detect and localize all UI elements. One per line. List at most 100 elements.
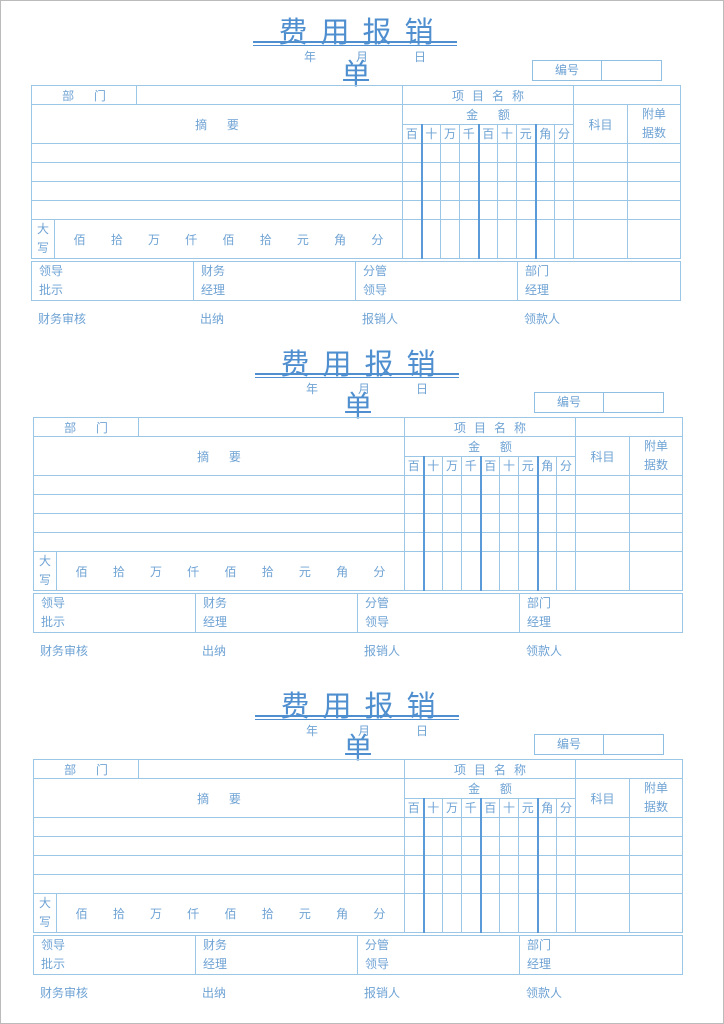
signature-cell[interactable]: 财务 经理 [195,593,358,633]
digit-cell[interactable] [534,181,555,201]
digit-cell[interactable] [461,836,481,856]
digit-cell[interactable] [461,893,481,933]
digit-cell[interactable] [404,475,424,495]
digit-cell[interactable] [442,532,462,552]
digit-cell[interactable] [556,513,576,533]
digit-cell[interactable] [477,181,498,201]
digit-cell[interactable] [516,181,536,201]
signature-cell[interactable]: 部门 经理 [519,935,683,975]
digit-cell[interactable] [402,181,422,201]
digit-cell[interactable] [440,143,460,163]
digit-cell[interactable] [556,855,576,875]
digit-cell[interactable] [442,494,462,514]
subject-field[interactable] [575,893,630,933]
signature-cell[interactable]: 财务 经理 [193,261,356,301]
capital-amount-field[interactable]: 佰拾万仟佰拾元角分 [56,551,405,591]
attachments-field[interactable] [629,532,683,552]
digit-cell[interactable] [420,162,441,182]
summary-field[interactable] [33,475,405,495]
summary-field[interactable] [31,200,403,220]
digit-cell[interactable] [556,874,576,894]
digit-cell[interactable] [422,817,443,837]
digit-cell[interactable] [442,513,462,533]
digit-cell[interactable] [499,836,519,856]
subject-field[interactable] [575,475,630,495]
digit-cell[interactable] [422,893,443,933]
digit-cell[interactable] [536,874,557,894]
digit-cell[interactable] [442,817,462,837]
digit-cell[interactable] [499,855,519,875]
digit-cell[interactable] [534,143,555,163]
subject-field[interactable] [575,817,630,837]
summary-field[interactable] [31,162,403,182]
digit-cell[interactable] [461,494,481,514]
digit-cell[interactable] [422,855,443,875]
subject-field[interactable] [573,181,628,201]
signature-cell[interactable]: 领导 批示 [33,935,196,975]
project-field[interactable] [575,759,683,779]
digit-cell[interactable] [479,532,500,552]
digit-cell[interactable] [479,817,500,837]
digit-cell[interactable] [518,513,538,533]
digit-cell[interactable] [518,874,538,894]
digit-cell[interactable] [479,475,500,495]
digit-cell[interactable] [402,219,422,259]
digit-cell[interactable] [499,893,519,933]
digit-cell[interactable] [461,475,481,495]
digit-cell[interactable] [536,494,557,514]
date-year[interactable]: 年 [306,382,319,396]
digit-cell[interactable] [499,494,519,514]
digit-cell[interactable] [459,181,479,201]
project-field[interactable] [575,417,683,437]
digit-cell[interactable] [461,874,481,894]
digit-cell[interactable] [554,200,574,220]
digit-cell[interactable] [477,200,498,220]
signature-cell[interactable]: 分管 领导 [355,261,518,301]
digit-cell[interactable] [404,817,424,837]
attachments-field[interactable] [627,200,681,220]
digit-cell[interactable] [420,181,441,201]
digit-cell[interactable] [440,219,460,259]
signature-cell[interactable]: 分管 领导 [357,935,520,975]
subject-field[interactable] [575,551,630,591]
digit-cell[interactable] [536,551,557,591]
signature-cell[interactable]: 部门 经理 [519,593,683,633]
signature-cell[interactable]: 领导 批示 [33,593,196,633]
number-field[interactable] [602,61,661,80]
digit-cell[interactable] [461,855,481,875]
digit-cell[interactable] [442,836,462,856]
digit-cell[interactable] [554,143,574,163]
digit-cell[interactable] [422,494,443,514]
digit-cell[interactable] [516,219,536,259]
attachments-field[interactable] [627,181,681,201]
attachments-field[interactable] [629,855,683,875]
digit-cell[interactable] [404,836,424,856]
summary-field[interactable] [31,181,403,201]
digit-cell[interactable] [459,219,479,259]
digit-cell[interactable] [459,200,479,220]
digit-cell[interactable] [404,874,424,894]
signature-cell[interactable]: 领导 批示 [31,261,194,301]
summary-field[interactable] [33,532,405,552]
digit-cell[interactable] [461,817,481,837]
summary-field[interactable] [31,143,403,163]
digit-cell[interactable] [422,513,443,533]
digit-cell[interactable] [461,513,481,533]
summary-field[interactable] [33,513,405,533]
attachments-field[interactable] [627,219,681,259]
digit-cell[interactable] [518,475,538,495]
digit-cell[interactable] [402,200,422,220]
attachments-field[interactable] [629,475,683,495]
digit-cell[interactable] [536,855,557,875]
subject-field[interactable] [573,143,628,163]
department-field[interactable] [138,417,405,437]
date-year[interactable]: 年 [306,724,319,738]
digit-cell[interactable] [404,855,424,875]
digit-cell[interactable] [556,494,576,514]
digit-cell[interactable] [440,181,460,201]
digit-cell[interactable] [404,551,424,591]
date-day[interactable]: 日 [416,382,429,396]
digit-cell[interactable] [422,475,443,495]
digit-cell[interactable] [459,143,479,163]
date-month[interactable]: 月 [358,382,371,396]
